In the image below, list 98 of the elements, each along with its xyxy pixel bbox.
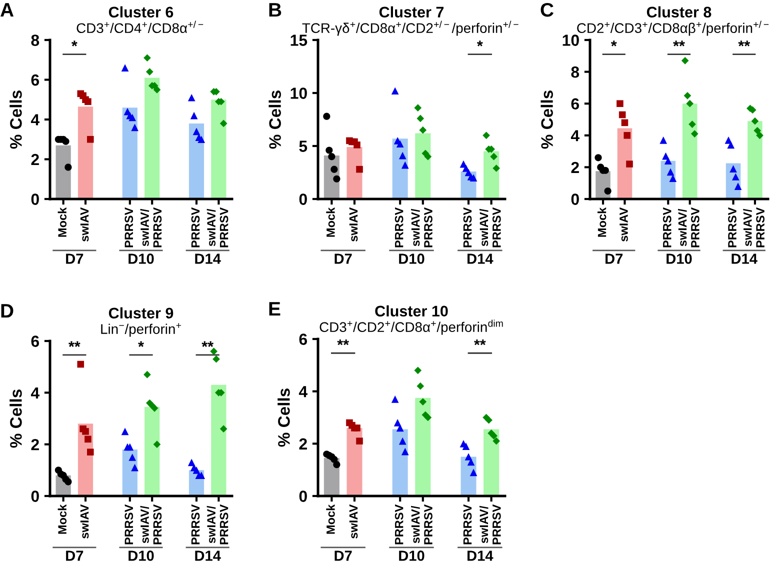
chart-subtitle: Lin$^{−}$/perforin$^{+}$ [101, 323, 182, 337]
text: D14 [732, 254, 758, 264]
y-tick-label: 10 [290, 88, 307, 99]
text: E [269, 302, 280, 316]
x-tick-label: swIAV/ PRRSV [206, 207, 228, 248]
y-tick-label: 6 [571, 98, 580, 110]
text: D7 [606, 254, 623, 264]
y-tick-label: 2 [571, 162, 579, 173]
annotation: ** [337, 339, 350, 346]
chart-title: Cluster 10 [375, 305, 448, 317]
y-tick-label: 6 [299, 334, 308, 345]
text: D10 [128, 254, 154, 264]
x-tick-label: swIAV/ PRRSV [678, 207, 700, 248]
text: A [0, 3, 14, 17]
annotation: * [476, 40, 483, 46]
chart-subtitle: CD3$^{+}$/CD4$^{+}$/CD8α$^{+/−}$ [76, 20, 204, 34]
y-tick-label: 15 [290, 34, 308, 46]
text: D14 [468, 254, 494, 264]
x-tick-label: swIAV [349, 207, 358, 242]
x-tick-label: Mock [326, 207, 335, 237]
chart-subtitle: TCR-γδ$^{+}$/CD8α$^{+}$/CD2$^{+/−}$/perforin$^{+/−}$ [302, 20, 518, 36]
y-tick-label: 4 [30, 114, 40, 126]
x-tick-label: PRRSV [463, 207, 472, 248]
x-tick-label: Mock [326, 504, 335, 534]
annotation: * [610, 40, 617, 46]
annotation: * [71, 40, 78, 46]
y-tick-label: 2 [31, 438, 39, 450]
annotation: ** [673, 40, 685, 46]
text: B [269, 3, 282, 17]
y-tick-label: 8 [571, 66, 580, 78]
text: D14 [195, 550, 221, 561]
y-tick-label: 10 [562, 34, 579, 46]
x-tick-label: PRRSV [191, 207, 200, 248]
y-tick-label: 2 [299, 438, 307, 450]
chart-title: Cluster 9 [108, 307, 174, 319]
y-tick-label: 0 [571, 194, 579, 205]
chart-title: Cluster 8 [646, 6, 712, 18]
chart-subtitle: CD2$^{+}$/CD3$^{+}$/CD8αβ$^{+}$/perforin$^{+/−}$ [577, 20, 769, 36]
y-tick-label: 0 [299, 194, 307, 205]
x-tick-label: PRRSV [728, 207, 736, 248]
y-tick-label: 4 [30, 387, 40, 398]
x-tick-label: swIAV/ PRRSV [411, 504, 432, 544]
chart-subtitle: CD3$^{+}$/CD2$^{+}$/CD8α$^{+}$/perforin$^{dim}$ [320, 320, 503, 335]
text: C [540, 2, 554, 17]
x-tick-label: PRRSV [191, 504, 200, 544]
text: D14 [468, 550, 494, 561]
annotation: * [138, 341, 144, 347]
x-tick-label: swIAV [80, 207, 89, 242]
text: D10 [128, 550, 154, 561]
x-tick-label: swIAV [620, 207, 628, 242]
x-tick-label: PRRSV [463, 504, 472, 544]
x-tick-label: swIAV/ PRRSV [140, 504, 162, 544]
x-tick-label: swIAV [80, 504, 89, 538]
x-tick-label: Mock [58, 504, 66, 534]
chart-title: Cluster 7 [379, 6, 444, 18]
x-tick-label: swIAV/ PRRSV [140, 207, 162, 248]
text: D10 [666, 254, 692, 264]
y-axis-title: % Cells [278, 388, 290, 447]
y-axis-title: % Cells [10, 90, 22, 149]
annotation: ** [68, 341, 80, 347]
y-tick-label: 6 [31, 74, 40, 86]
annotation: ** [738, 40, 750, 46]
annotation: ** [202, 341, 214, 347]
chart-title: Cluster 6 [108, 6, 174, 18]
x-tick-label: PRRSV [124, 207, 134, 248]
annotation: ** [474, 339, 486, 346]
x-tick-label: Mock [58, 207, 66, 237]
text: D7 [66, 550, 84, 561]
y-tick-label: 0 [31, 490, 39, 502]
text: D7 [66, 254, 84, 264]
text: D [1, 304, 14, 318]
x-tick-label: swIAV [349, 504, 358, 538]
x-tick-label: swIAV/ PRRSV [206, 504, 228, 544]
text: D7 [334, 550, 352, 561]
y-axis-title: % Cells [10, 390, 22, 448]
y-tick-label: 4 [298, 386, 308, 398]
x-tick-label: PRRSV [124, 504, 134, 544]
y-tick-label: 4 [570, 130, 580, 142]
x-tick-label: swIAV/ PRRSV [479, 207, 501, 248]
y-axis-title: % Cells [540, 90, 553, 149]
text: D10 [399, 550, 424, 561]
x-tick-label: swIAV/ PRRSV [479, 504, 501, 544]
x-tick-label: swIAV/ PRRSV [743, 207, 765, 248]
y-tick-label: 8 [31, 34, 40, 46]
x-tick-label: PRRSV [394, 207, 404, 248]
y-tick-label: 6 [31, 336, 40, 347]
y-tick-label: 5 [299, 140, 308, 152]
x-tick-label: swIAV/ PRRSV [411, 207, 432, 248]
text: D10 [399, 254, 424, 264]
text: D7 [334, 254, 352, 264]
y-axis-title: % Cells [268, 90, 281, 149]
x-tick-label: PRRSV [662, 207, 672, 248]
x-tick-label: Mock [598, 207, 606, 237]
y-tick-label: 0 [31, 194, 39, 205]
x-tick-label: PRRSV [394, 504, 404, 544]
text: D14 [195, 254, 221, 264]
y-tick-label: 0 [299, 490, 307, 502]
y-tick-label: 2 [31, 154, 39, 166]
